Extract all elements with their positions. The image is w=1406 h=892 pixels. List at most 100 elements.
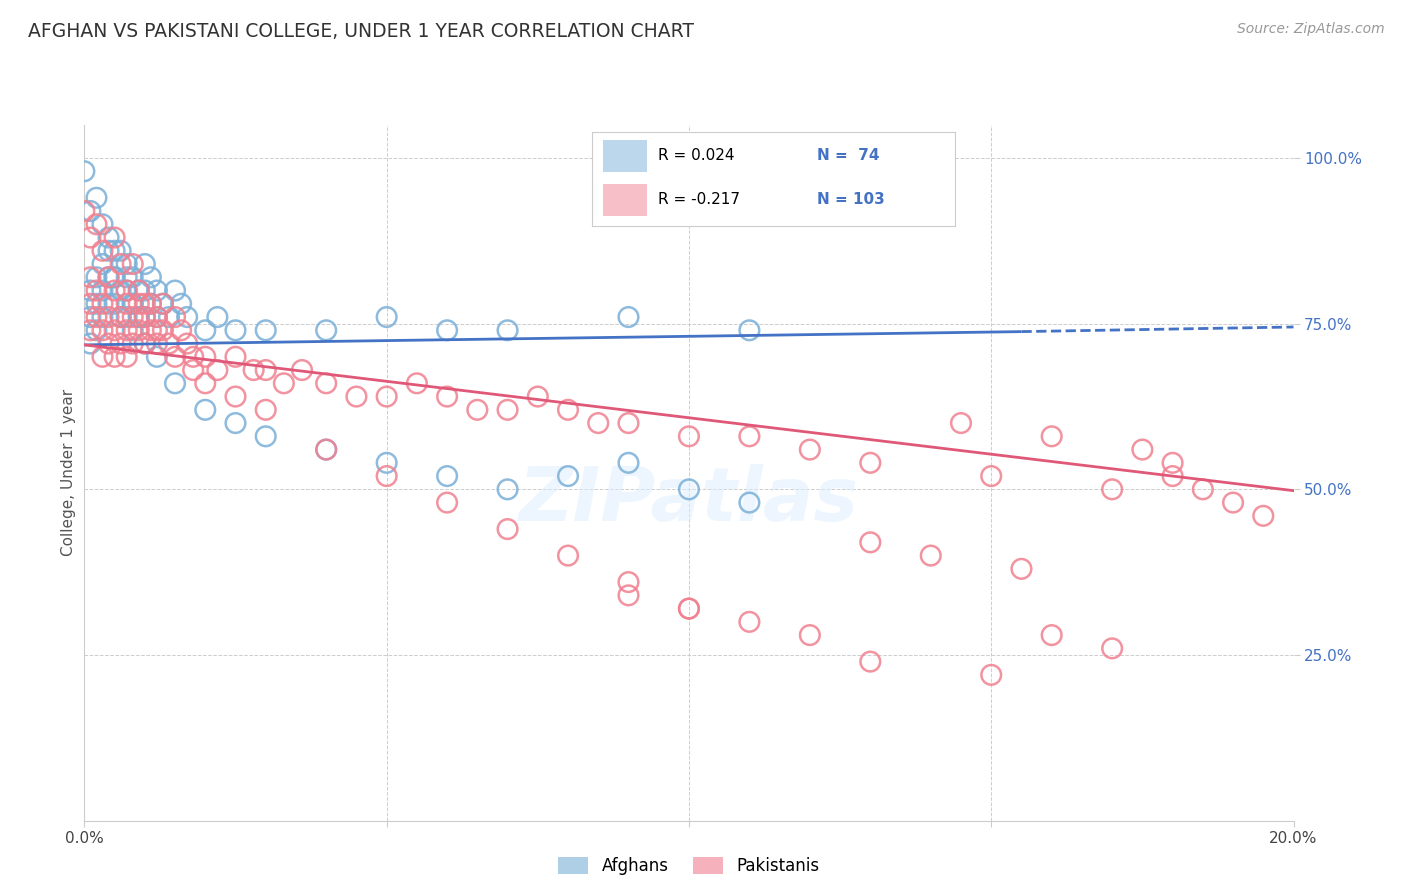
Point [104,323,127,337]
Point [496,402,519,417]
Point [146,284,169,298]
Point [115,350,138,364]
Point [254,429,277,443]
Point [375,456,398,470]
Point [79,270,101,285]
Point [146,310,169,324]
Point [588,416,610,430]
Point [163,284,186,298]
Point [291,363,314,377]
Point [436,323,458,337]
Point [526,390,548,404]
Point [97,270,120,285]
Point [115,297,138,311]
Point [157,336,180,351]
Point [181,363,204,377]
Text: Source: ZipAtlas.com: Source: ZipAtlas.com [1237,22,1385,37]
Point [375,310,398,324]
Point [134,336,156,351]
Legend: Afghans, Pakistanis: Afghans, Pakistanis [551,850,827,882]
Point [79,297,101,311]
Point [91,244,114,258]
Point [254,402,277,417]
Point [79,284,101,298]
Point [375,469,398,483]
Point [110,257,132,271]
Point [436,390,458,404]
Point [163,310,186,324]
Point [181,350,204,364]
Point [1191,483,1213,497]
Point [73,164,96,178]
Point [146,336,169,351]
Point [1130,442,1153,457]
Point [110,284,132,298]
Point [406,376,429,391]
Point [121,310,143,324]
Point [139,297,162,311]
Point [678,601,700,615]
Point [97,230,120,244]
Point [557,469,579,483]
Point [128,297,150,311]
Point [115,270,138,285]
Point [110,336,132,351]
Point [950,416,973,430]
Point [170,323,193,337]
Point [146,323,169,337]
Point [86,270,108,285]
Point [1040,429,1063,443]
Point [315,442,337,457]
Point [86,284,108,298]
Point [121,257,143,271]
Point [157,310,180,324]
Point [86,297,108,311]
Point [134,336,156,351]
Point [859,456,882,470]
Point [139,297,162,311]
Point [115,284,138,298]
Point [121,336,143,351]
Point [91,310,114,324]
Point [91,323,114,337]
Point [79,230,101,244]
Point [617,588,640,602]
Point [496,483,519,497]
Point [134,297,156,311]
Point [617,416,640,430]
Point [678,601,700,615]
Point [799,628,821,642]
Point [104,270,127,285]
Point [1251,508,1274,523]
Point [557,402,579,417]
Point [1101,641,1123,656]
Point [91,217,114,231]
Point [1161,469,1184,483]
Point [128,323,150,337]
Point [225,350,247,364]
Point [194,350,217,364]
Text: ZIPatlas: ZIPatlas [519,464,859,537]
Point [163,350,186,364]
Point [104,244,127,258]
Point [346,390,368,404]
Point [738,615,761,629]
Point [617,575,640,590]
Point [1222,495,1244,509]
Point [176,336,198,351]
Point [163,376,186,391]
Point [134,257,156,271]
Point [1101,483,1123,497]
Point [980,469,1002,483]
Point [110,310,132,324]
Point [225,416,247,430]
Point [79,323,101,337]
Point [128,284,150,298]
Text: AFGHAN VS PAKISTANI COLLEGE, UNDER 1 YEAR CORRELATION CHART: AFGHAN VS PAKISTANI COLLEGE, UNDER 1 YEA… [28,22,695,41]
Point [375,390,398,404]
Point [86,323,108,337]
Point [121,270,143,285]
Point [738,429,761,443]
Y-axis label: College, Under 1 year: College, Under 1 year [60,389,76,557]
Point [121,297,143,311]
